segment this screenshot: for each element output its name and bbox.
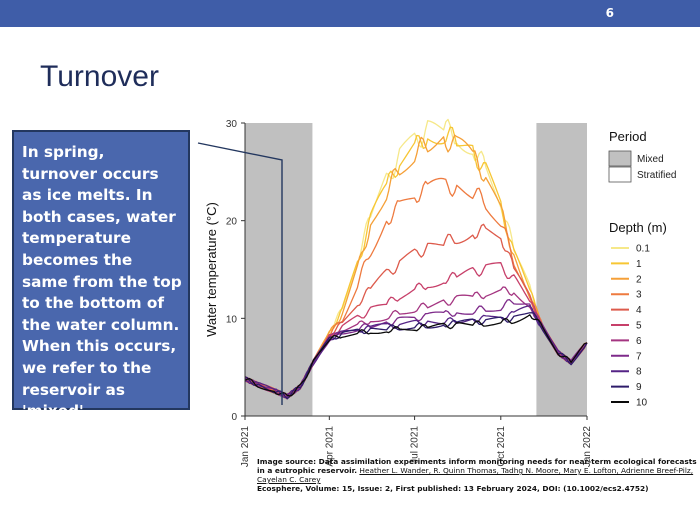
x-tick-label-2: Jul 2021 <box>410 426 421 464</box>
legend-depth-label-9: 9 <box>636 382 642 393</box>
image-source: Image source: Data assimilation experime… <box>257 457 697 493</box>
slide-title: Turnover <box>40 60 159 93</box>
period-band-1 <box>312 123 537 416</box>
series-line-depth-9 <box>244 312 588 400</box>
legend-depth-label-3: 3 <box>636 290 642 301</box>
y-axis-label: Water temperature (°C) <box>204 202 219 337</box>
header-bar: 6 <box>0 0 700 27</box>
legend-depth-label-8: 8 <box>636 367 642 378</box>
x-tick-label-4: Jan 2022 <box>582 426 593 468</box>
callout-box: In spring, turnover occurs as ice melts.… <box>12 130 190 420</box>
slide-number: 6 <box>605 6 614 20</box>
legend-depth-label-7: 7 <box>636 351 642 362</box>
source-journal: Ecosphere, Volume: 15, Issue: 2, First p… <box>257 484 649 493</box>
legend-depth-title: Depth (m) <box>609 220 667 235</box>
y-tick-label-20: 20 <box>226 217 238 228</box>
legend-period-swatch-stratified <box>608 166 632 183</box>
x-tick-label-1: Apr 2021 <box>324 426 335 467</box>
legend-depth-label-5: 5 <box>636 321 642 332</box>
legend-period-label-stratified: Stratified <box>637 170 676 181</box>
period-band-2 <box>536 123 587 416</box>
callout-text: In spring, turnover occurs as ice melts.… <box>22 143 182 421</box>
legend-depth-label-1: 1 <box>636 259 642 270</box>
y-tick-label-0: 0 <box>231 412 237 423</box>
x-tick-label-0: Jan 2021 <box>240 426 251 468</box>
source-lead: Image source: Data assimilation experime… <box>257 457 697 475</box>
legend-depth-label-4: 4 <box>636 305 642 316</box>
x-tick-label-3: Oct 2021 <box>496 426 507 467</box>
callout-pointer-line <box>197 142 283 405</box>
source-authors: Heather L. Wander, R. Quinn Thomas, Tadh… <box>257 466 694 484</box>
series-line-depth-10 <box>244 314 588 397</box>
legend-depth-label-10: 10 <box>636 398 648 409</box>
legend-period-swatch-mixed <box>608 150 632 167</box>
legend-period-title: Period <box>609 129 647 144</box>
legend-depth-label-6: 6 <box>636 336 642 347</box>
legend-depth-label-0-1: 0.1 <box>636 244 650 255</box>
legend-depth-label-2: 2 <box>636 274 642 285</box>
legend-period-label-mixed: Mixed <box>637 154 664 165</box>
series-line-depth-8 <box>244 304 588 399</box>
y-tick-label-30: 30 <box>226 119 238 130</box>
period-band-0 <box>245 123 313 416</box>
y-tick-label-10: 10 <box>226 314 238 325</box>
